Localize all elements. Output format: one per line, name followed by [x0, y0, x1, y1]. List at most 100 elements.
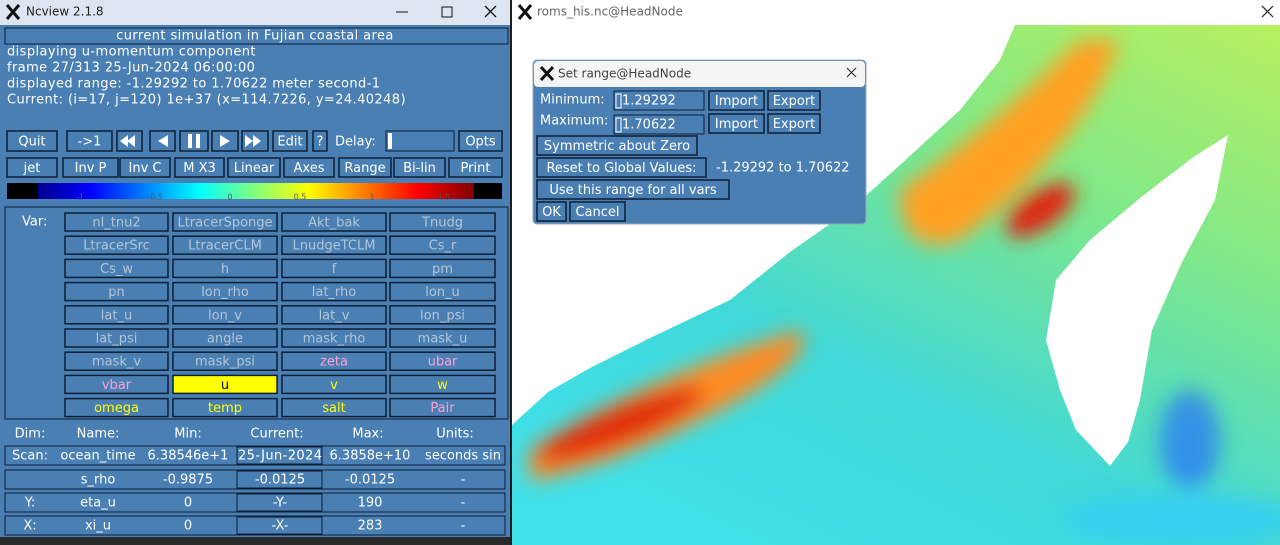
dim-cell: 0: [184, 519, 192, 534]
button[interactable]: [389, 351, 496, 371]
dim-cell: -: [461, 519, 466, 534]
variable-label: Cs_w: [100, 262, 133, 277]
dim-cell: 6.3858e+10: [330, 449, 411, 464]
button[interactable]: [458, 130, 503, 152]
button[interactable]: [389, 374, 496, 395]
button[interactable]: [536, 201, 567, 222]
button[interactable]: [389, 397, 496, 418]
variable-label: lon_rho: [201, 285, 249, 300]
dim-cell: -: [461, 473, 466, 488]
button[interactable]: [172, 328, 278, 348]
button-label: Range: [344, 161, 385, 176]
button[interactable]: [767, 90, 821, 111]
dim-header: Units:: [436, 427, 474, 442]
info-line: frame 27/313 25-Jun-2024 06:00:00: [7, 61, 255, 76]
button[interactable]: [448, 157, 503, 178]
button[interactable]: [281, 235, 387, 255]
button[interactable]: [172, 281, 278, 302]
slider-thumb[interactable]: [388, 133, 392, 149]
button[interactable]: [64, 374, 169, 395]
dim-header: Max:: [352, 427, 383, 442]
button[interactable]: [536, 135, 698, 156]
delay-slider[interactable]: [385, 130, 455, 152]
button[interactable]: [389, 328, 496, 348]
colorbar-gradient: [38, 183, 474, 199]
minimum-field[interactable]: [613, 90, 705, 111]
maximum-field[interactable]: [613, 114, 705, 135]
button[interactable]: [119, 157, 171, 178]
button[interactable]: [64, 397, 169, 418]
set-range-dialog: Set range@HeadNode Minimum: 1.29292 Import…: [532, 59, 867, 225]
button[interactable]: [281, 305, 387, 325]
dim-current-box[interactable]: [236, 516, 323, 535]
button[interactable]: [393, 157, 446, 178]
close-button[interactable]: [484, 5, 497, 18]
button[interactable]: [389, 212, 496, 232]
button[interactable]: [389, 305, 496, 325]
button[interactable]: [172, 374, 278, 395]
button[interactable]: [62, 157, 119, 178]
info-line: displayed range: -1.29292 to 1.70622 met…: [7, 77, 380, 92]
dim-current-box[interactable]: [236, 470, 323, 489]
button[interactable]: [283, 157, 335, 178]
button[interactable]: [767, 113, 821, 134]
button[interactable]: [389, 258, 496, 279]
dim-cell: 0: [184, 496, 192, 511]
button[interactable]: [338, 157, 392, 178]
button[interactable]: [64, 305, 169, 325]
button[interactable]: [172, 212, 278, 232]
dim-current-box[interactable]: [236, 446, 323, 465]
dim-cell: ocean_time: [60, 449, 135, 464]
global-range: -1.29292 to 1.70622: [716, 161, 850, 176]
button[interactable]: [708, 90, 765, 111]
button[interactable]: [227, 157, 281, 178]
button[interactable]: [172, 235, 278, 255]
close-button[interactable]: [1261, 5, 1274, 18]
info-line: current simulation in Fujian coastal are…: [116, 29, 394, 44]
colorbar-label: -1: [76, 193, 84, 202]
button[interactable]: [389, 235, 496, 255]
button[interactable]: [64, 258, 169, 279]
button[interactable]: [569, 201, 626, 222]
button[interactable]: [64, 235, 169, 255]
button[interactable]: [64, 212, 169, 232]
maximum-label: Maximum:: [540, 114, 608, 129]
window-title: Ncview 2.1.8: [26, 5, 104, 19]
dim-row: [4, 469, 506, 490]
button[interactable]: [174, 157, 225, 178]
colorbar-label: 1.5: [438, 193, 451, 202]
button[interactable]: [172, 397, 278, 418]
maximize-button[interactable]: [441, 6, 453, 18]
info-line: Current: (i=17, j=120) 1e+37 (x=114.7226…: [7, 93, 406, 108]
current-band: [900, 40, 1120, 245]
button[interactable]: [172, 305, 278, 325]
button[interactable]: [64, 328, 169, 348]
button[interactable]: [6, 157, 58, 178]
variable-label: pn: [108, 285, 125, 300]
button[interactable]: [66, 130, 113, 152]
button[interactable]: [536, 157, 707, 178]
button[interactable]: [272, 130, 308, 152]
button[interactable]: [312, 130, 328, 152]
minimum-value: 1.29292: [622, 94, 676, 109]
button[interactable]: [172, 351, 278, 371]
button[interactable]: [6, 130, 58, 152]
button[interactable]: [172, 258, 278, 279]
button[interactable]: [64, 281, 169, 302]
dim-current-box[interactable]: [236, 493, 323, 512]
button[interactable]: [281, 328, 387, 348]
button[interactable]: [389, 281, 496, 302]
button[interactable]: [281, 281, 387, 302]
dim-cell: seconds sin: [425, 449, 501, 464]
button[interactable]: [281, 258, 387, 279]
button[interactable]: [281, 212, 387, 232]
button[interactable]: [281, 374, 387, 395]
button[interactable]: [281, 351, 387, 371]
dim-cell: -0.0125: [345, 473, 395, 488]
button[interactable]: [179, 130, 209, 152]
close-button[interactable]: [846, 67, 857, 78]
button[interactable]: [536, 179, 730, 200]
button[interactable]: [64, 351, 169, 371]
button[interactable]: [708, 113, 765, 134]
button[interactable]: [281, 397, 387, 418]
